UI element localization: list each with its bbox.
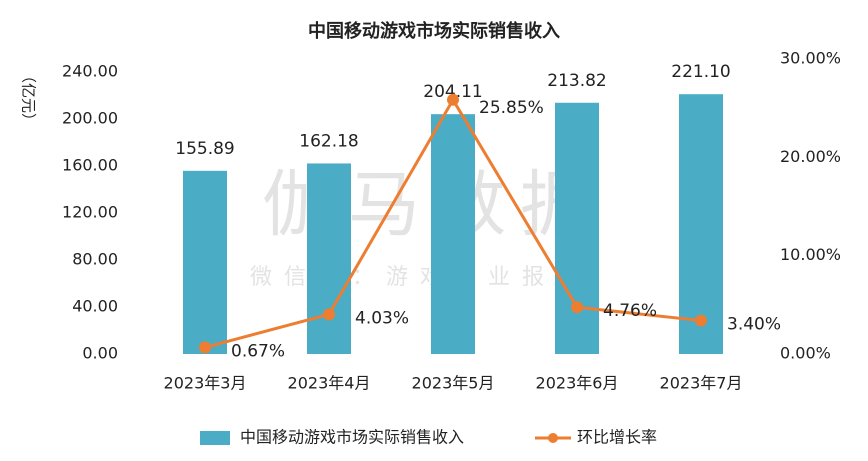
x-tick-label: 2023年6月 xyxy=(536,374,619,393)
y2-tick-label: 20.00% xyxy=(780,147,841,166)
line-marker xyxy=(571,301,583,314)
legend-swatch-marker xyxy=(548,433,558,443)
line-marker xyxy=(323,308,335,321)
line-value-label: 25.85% xyxy=(479,98,544,118)
line-value-label: 3.40% xyxy=(727,315,781,335)
bar-value-label: 221.10 xyxy=(671,62,730,82)
y2-tick-label: 10.00% xyxy=(780,245,841,264)
chart-title: 中国移动游戏市场实际销售收入 xyxy=(308,20,560,42)
bar xyxy=(679,94,723,355)
bar xyxy=(555,102,599,354)
bar xyxy=(183,170,227,354)
y-tick-label: 240.00 xyxy=(62,62,118,81)
line-value-label: 0.67% xyxy=(231,341,285,361)
bar-value-label: 204.11 xyxy=(423,82,482,102)
line-value-label: 4.03% xyxy=(355,308,409,328)
watermark-subtitle: 微信号：游戏产业报告 xyxy=(250,265,590,290)
line-value-label: 4.76% xyxy=(603,301,657,321)
bar-value-label: 155.89 xyxy=(175,139,234,159)
x-tick-label: 2023年3月 xyxy=(164,374,247,393)
y-tick-label: 80.00 xyxy=(72,250,118,269)
y-tick-label: 40.00 xyxy=(72,297,118,316)
y-tick-label: 120.00 xyxy=(62,203,118,222)
y-axis-label: （亿元） xyxy=(20,68,38,128)
bar xyxy=(431,114,475,355)
line-marker xyxy=(695,314,707,327)
x-tick-label: 2023年4月 xyxy=(288,374,371,393)
y2-tick-label: 0.00% xyxy=(780,344,831,363)
bar xyxy=(307,163,351,354)
legend-label: 中国移动游戏市场实际销售收入 xyxy=(240,428,464,447)
y-tick-label: 160.00 xyxy=(62,156,118,175)
legend-swatch xyxy=(200,431,230,445)
x-tick-label: 2023年5月 xyxy=(412,374,495,393)
y-tick-label: 200.00 xyxy=(62,109,118,128)
legend-label: 环比增长率 xyxy=(577,428,657,447)
line-marker xyxy=(199,341,211,354)
line-marker xyxy=(447,93,459,106)
y2-tick-label: 30.00% xyxy=(780,49,841,68)
y-tick-label: 0.00 xyxy=(82,344,118,363)
bar-value-label: 213.82 xyxy=(547,71,606,91)
x-tick-label: 2023年7月 xyxy=(660,374,743,393)
bar-value-label: 162.18 xyxy=(299,131,358,151)
